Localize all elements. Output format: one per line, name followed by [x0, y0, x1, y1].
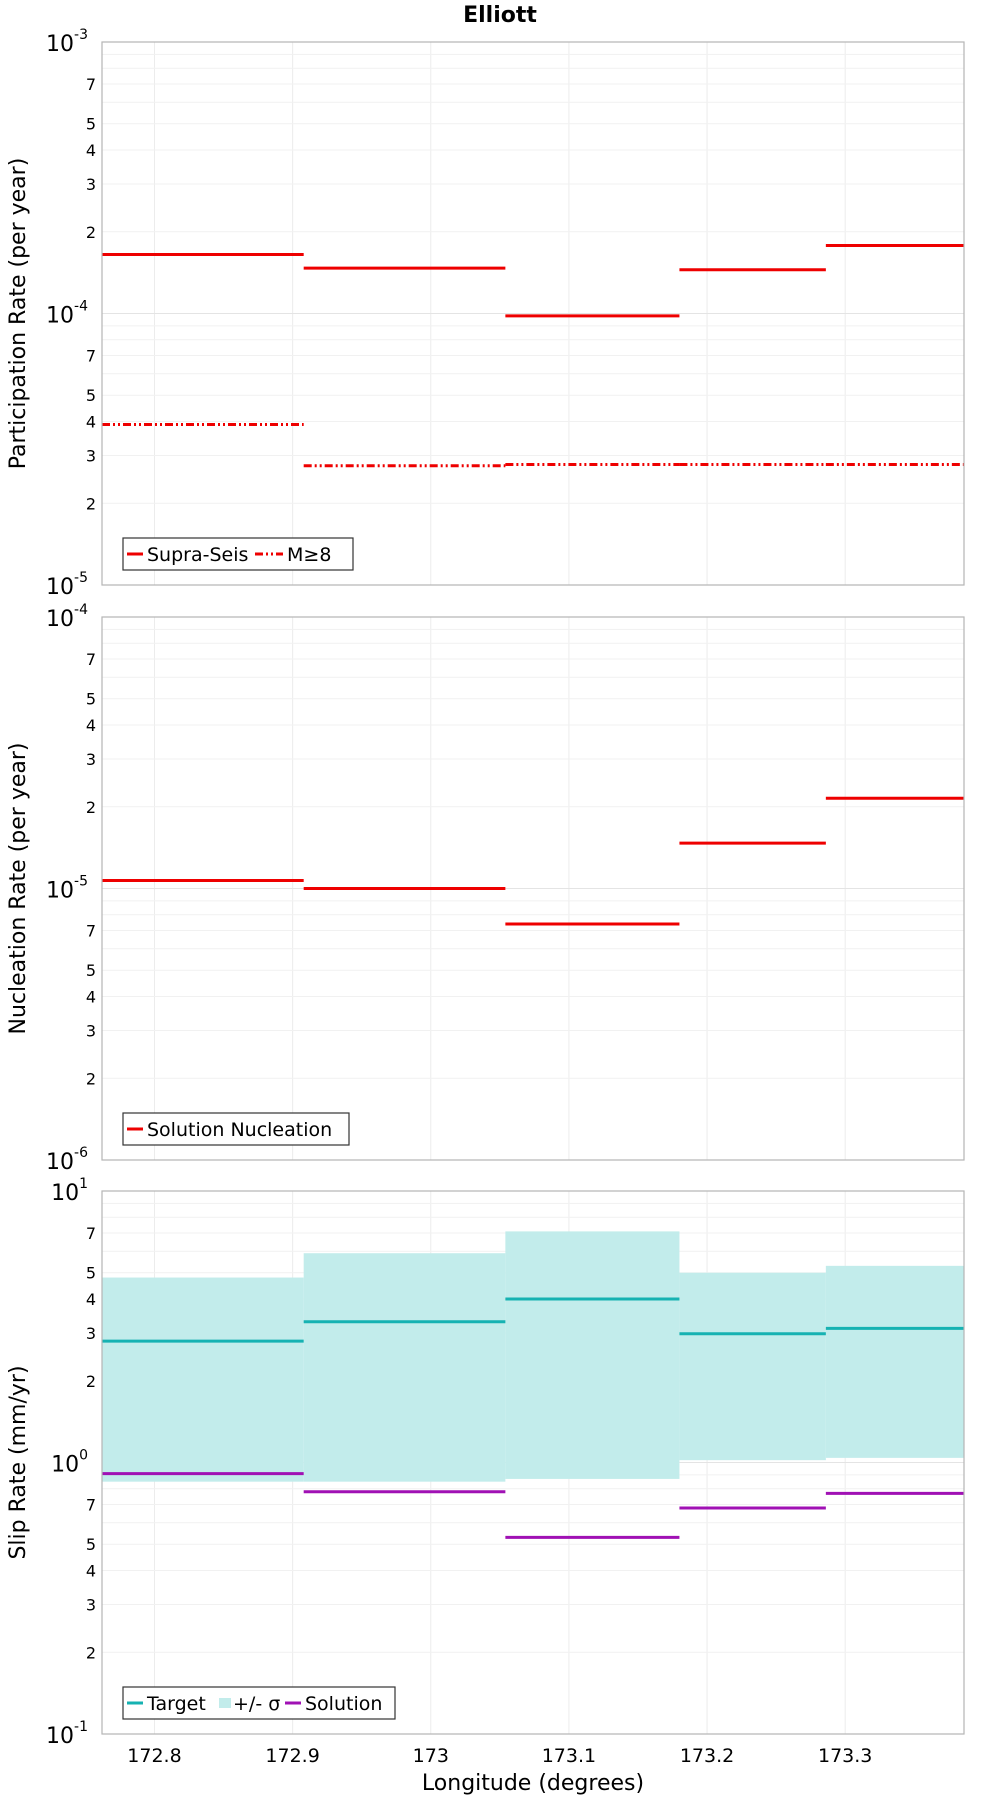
y-tick-label-major: 10-4	[46, 299, 88, 329]
y-tick-label-minor: 5	[86, 115, 96, 134]
plot-border	[101, 616, 965, 1161]
legend-label: Supra-Seis	[147, 544, 248, 566]
y-tick-label-minor: 3	[86, 1324, 96, 1343]
x-tick-label: 172.9	[265, 1745, 319, 1767]
y-tick-label-major: 10-1	[46, 1719, 88, 1749]
series--	[102, 1231, 964, 1482]
y-tick-label-minor: 4	[86, 1562, 96, 1581]
legend: Supra-Seis M≥8	[122, 537, 354, 571]
series-line-target	[102, 1297, 964, 1343]
legend-item: M≥8	[255, 544, 331, 566]
sigma-band-segment	[102, 1277, 304, 1482]
y-tick-label-major: 100	[51, 1448, 88, 1478]
y-axis-tick-labels: 10-6 10-5 10-4 2 3 4 5 7 2 3 4 5 7	[46, 602, 96, 1175]
legend: Target +/- σ Solution	[122, 1686, 396, 1720]
y-tick-label-major: 10-6	[46, 1145, 88, 1175]
participation-rate-panel: 10-5 10-4 10-3 2 3 4 5 7 2 3 4 5 7 Participation Rate…	[6, 27, 965, 600]
y-tick-label-minor: 4	[86, 716, 96, 735]
legend-item: Supra-Seis	[127, 544, 248, 566]
y-tick-label-minor: 7	[86, 922, 96, 941]
y-axis-label: Participation Rate (per year)	[6, 158, 31, 470]
y-tick-label-minor: 7	[86, 1496, 96, 1515]
legend-box	[122, 1686, 396, 1720]
chart-title: Elliott	[463, 3, 537, 28]
sigma-band-segment	[303, 1253, 506, 1482]
plot-border	[101, 41, 965, 586]
y-tick-label-minor: 3	[86, 175, 96, 194]
y-tick-label-major: 10-3	[46, 27, 88, 57]
y-tick-label-minor: 4	[86, 141, 96, 160]
legend: Solution Nucleation	[122, 1112, 350, 1146]
y-tick-label-minor: 2	[86, 1643, 96, 1662]
y-tick-label-minor: 3	[86, 1021, 96, 1040]
y-tick-label-minor: 2	[86, 798, 96, 817]
y-tick-label-minor: 5	[86, 961, 96, 980]
y-tick-label-minor: 4	[86, 413, 96, 432]
x-tick-label: 173.2	[680, 1745, 734, 1767]
legend-box	[122, 537, 354, 571]
grid	[102, 617, 964, 1161]
y-tick-label-minor: 7	[86, 75, 96, 94]
legend-label: Solution Nucleation	[147, 1119, 332, 1141]
x-tick-label: 173.3	[818, 1745, 872, 1767]
grid	[102, 42, 964, 586]
sigma-band-segment	[825, 1265, 964, 1458]
y-tick-label-major: 101	[51, 1176, 88, 1206]
legend-label: M≥8	[287, 544, 331, 566]
y-tick-label-major: 10-5	[46, 570, 88, 600]
y-axis-tick-labels: 10-1 100 101 2 3 4 5 7 2 3 4 5 7	[46, 1176, 96, 1749]
y-tick-label-minor: 4	[86, 1290, 96, 1309]
sigma-band-segment	[505, 1231, 680, 1479]
y-tick-label-minor: 5	[86, 1535, 96, 1554]
legend-swatch	[219, 1698, 231, 1708]
y-tick-label-minor: 3	[86, 1595, 96, 1614]
y-tick-label-minor: 5	[86, 1264, 96, 1283]
y-tick-label-minor: 3	[86, 446, 96, 465]
series-line-m-8	[102, 423, 964, 468]
legend-item: +/- σ	[219, 1693, 280, 1715]
y-tick-label-major: 10-4	[46, 602, 88, 632]
y-tick-label-minor: 4	[86, 988, 96, 1007]
series-line-solution-nucleation	[102, 796, 964, 926]
legend-label: Target	[146, 1693, 206, 1715]
x-axis-tick-labels: 172.8 172.9 173 173.1 173.2 173.3	[127, 1745, 872, 1767]
y-tick-label-minor: 2	[86, 1069, 96, 1088]
y-tick-label-minor: 7	[86, 1224, 96, 1243]
x-tick-label: 172.8	[127, 1745, 181, 1767]
x-axis-label: Longitude (degrees)	[422, 1771, 644, 1796]
sigma-band-segment	[679, 1272, 826, 1461]
y-axis-tick-labels: 10-5 10-4 10-3 2 3 4 5 7 2 3 4 5 7	[46, 27, 96, 600]
y-tick-label-minor: 2	[86, 494, 96, 513]
y-tick-label-minor: 5	[86, 690, 96, 709]
legend-label: Solution	[305, 1693, 382, 1715]
y-tick-label-minor: 2	[86, 1372, 96, 1391]
series-line-solution	[102, 1472, 964, 1539]
legend-label: +/- σ	[233, 1693, 280, 1715]
y-tick-label-minor: 2	[86, 223, 96, 242]
x-tick-label: 173	[413, 1745, 449, 1767]
y-tick-label-minor: 7	[86, 650, 96, 669]
legend-item: Target	[127, 1693, 206, 1715]
x-tick-label: 173.1	[542, 1745, 596, 1767]
y-tick-label-major: 10-5	[46, 874, 88, 904]
y-tick-label-minor: 7	[86, 347, 96, 366]
legend-box	[122, 1112, 350, 1146]
y-axis-label: Slip Rate (mm/yr)	[6, 1365, 31, 1559]
plot-border	[101, 1190, 965, 1735]
legend-item: Solution	[285, 1693, 382, 1715]
series-line-supra-seis	[102, 244, 964, 318]
legend-item: Solution Nucleation	[127, 1119, 332, 1141]
y-tick-label-minor: 3	[86, 750, 96, 769]
y-tick-label-minor: 5	[86, 386, 96, 405]
nucleation-rate-panel: 10-6 10-5 10-4 2 3 4 5 7 2 3 4 5 7 Nucleation Rate (p…	[6, 602, 965, 1175]
slip-rate-panel: 10-1 100 101 2 3 4 5 7 2 3 4 5 7 Slip Rate (mm/yr) Tar…	[6, 1176, 965, 1749]
y-axis-label: Nucleation Rate (per year)	[6, 743, 31, 1035]
